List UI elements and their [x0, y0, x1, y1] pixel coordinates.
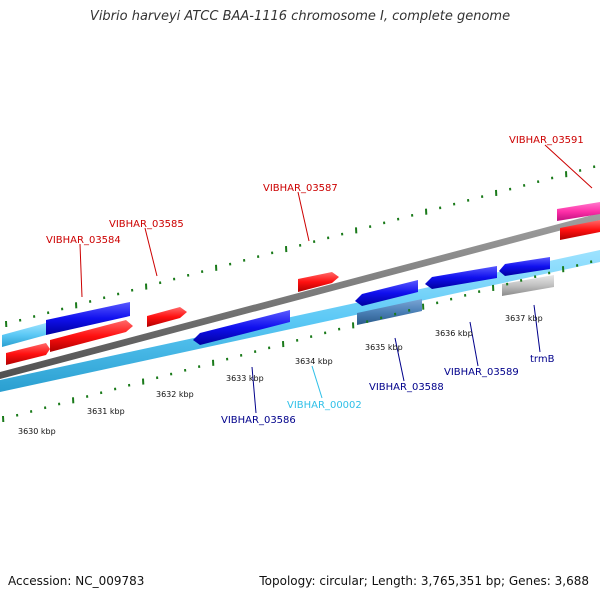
cds-arrow-trmB	[499, 257, 550, 276]
leader-trmB	[533, 304, 541, 353]
feature-label-trmB: trmB	[530, 354, 555, 365]
leader-03587	[297, 191, 310, 242]
accession-label: Accession: NC_009783	[8, 574, 145, 588]
backbone-line	[0, 213, 600, 379]
cds-red-03584	[50, 320, 133, 352]
cds-arrow-left	[46, 302, 130, 335]
tick-label: 3636 kbp	[435, 329, 473, 338]
leader-03591	[544, 144, 593, 189]
tick-label: 3634 kbp	[295, 357, 333, 366]
feature-label-03588: VIBHAR_03588	[369, 382, 444, 393]
leader-03584	[79, 243, 83, 298]
forward-cds-track	[46, 257, 550, 345]
leader-00002	[311, 365, 323, 399]
backbone-track	[0, 213, 600, 379]
cds-red-03587	[298, 272, 339, 292]
feature-label-00002: VIBHAR_00002	[287, 400, 362, 411]
rna-track	[357, 275, 554, 325]
map-title: Vibrio harveyi ATCC BAA-1116 chromosome …	[89, 9, 511, 24]
label-leaders	[79, 144, 593, 414]
cds-arrow-03586	[193, 310, 290, 345]
cds-arrow-03588	[355, 280, 418, 306]
feature-label-03591: VIBHAR_03591	[509, 135, 584, 146]
feature-label-03586: VIBHAR_03586	[221, 415, 296, 426]
cds-pink-03591	[557, 202, 600, 221]
tick-label: 3633 kbp	[226, 374, 264, 383]
reverse-cds-track	[6, 202, 600, 365]
feature-labels: VIBHAR_03584 VIBHAR_03585 VIBHAR_03587 V…	[46, 135, 584, 426]
feature-label-03589: VIBHAR_03589	[444, 367, 519, 378]
gene-bar-left	[2, 323, 46, 347]
cds-red-03585	[147, 307, 187, 327]
cds-red-right	[560, 220, 600, 240]
genome-summary: Topology: circular; Length: 3,765,351 bp…	[259, 574, 589, 588]
feature-label-03585: VIBHAR_03585	[109, 219, 184, 230]
cds-arrow-03589	[425, 266, 497, 289]
tick-rows	[2, 165, 596, 423]
tick-label: 3635 kbp	[365, 343, 403, 352]
pseudo-box	[502, 275, 554, 296]
tick-labels: 3630 kbp 3631 kbp 3632 kbp 3633 kbp 3634…	[18, 314, 543, 436]
tick-label: 3637 kbp	[505, 314, 543, 323]
feature-label-03587: VIBHAR_03587	[263, 183, 338, 194]
tick-label: 3630 kbp	[18, 427, 56, 436]
leader-03588	[394, 337, 405, 382]
rna-box-03588	[357, 299, 422, 325]
tick-label: 3631 kbp	[87, 407, 125, 416]
tick-label: 3632 kbp	[156, 390, 194, 399]
leader-03586	[251, 366, 257, 414]
cds-red-left	[6, 343, 50, 365]
leader-03589	[469, 321, 479, 367]
feature-label-03584: VIBHAR_03584	[46, 235, 121, 246]
leader-03585	[144, 227, 158, 277]
